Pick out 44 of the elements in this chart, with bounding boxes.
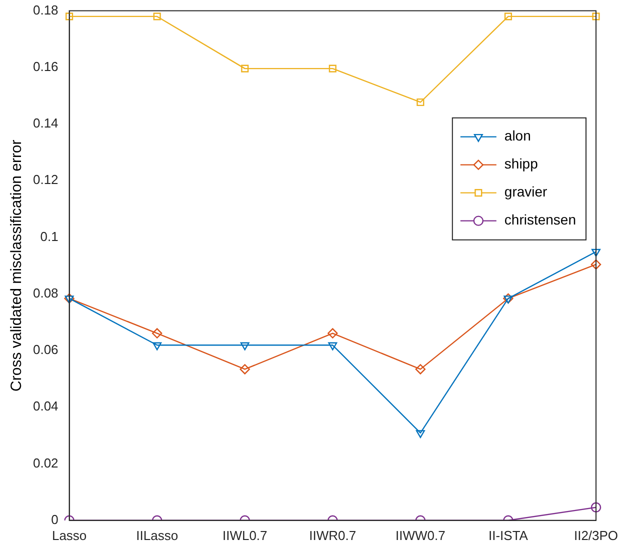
point <box>153 12 161 20</box>
point <box>592 248 600 257</box>
point <box>328 64 336 72</box>
legend-label: alon <box>504 128 531 144</box>
point <box>241 64 249 72</box>
y-axis-title: Cross validated misclassification error <box>8 140 26 392</box>
point <box>592 12 600 20</box>
x-tick-label: Lasso <box>52 528 87 543</box>
point <box>152 328 162 338</box>
y-tick-label: 0.02 <box>32 455 58 470</box>
point <box>590 259 602 270</box>
x-tick-label: IIWR0.7 <box>309 528 356 543</box>
y-tick-label: 0.18 <box>32 2 58 18</box>
x-tick-label: IIWW0.7 <box>396 528 446 543</box>
point <box>328 328 338 338</box>
x-tick-label: II2/3PO <box>574 528 618 543</box>
y-tick-label: 0.04 <box>32 398 58 414</box>
legend-label: gravier <box>504 184 548 200</box>
y-tick-label: 0 <box>51 512 58 527</box>
y-tick-label: 0.16 <box>32 59 58 74</box>
point <box>416 98 424 106</box>
point <box>504 12 512 20</box>
point <box>328 342 338 350</box>
x-tick-label: IILasso <box>136 528 178 543</box>
y-tick-label: 0.14 <box>32 116 58 131</box>
point <box>240 364 250 374</box>
y-tick-label: 0.08 <box>32 285 58 300</box>
y-tick-label: 0.06 <box>32 342 58 358</box>
legend-label: shipp <box>504 156 538 172</box>
point <box>503 293 514 304</box>
point <box>240 342 250 350</box>
y-tick-label: 0.1 <box>40 228 58 244</box>
x-tick-label: IIWL0.7 <box>222 528 268 543</box>
point <box>66 12 74 20</box>
point <box>64 296 74 304</box>
point <box>590 502 602 512</box>
point <box>416 430 425 438</box>
x-tick-label: II-ISTA <box>488 528 528 543</box>
legend-label: christensen <box>504 212 576 228</box>
point <box>64 293 74 304</box>
point <box>504 296 513 304</box>
y-tick-label: 0.12 <box>32 172 58 188</box>
point <box>415 364 426 374</box>
point <box>152 342 162 350</box>
